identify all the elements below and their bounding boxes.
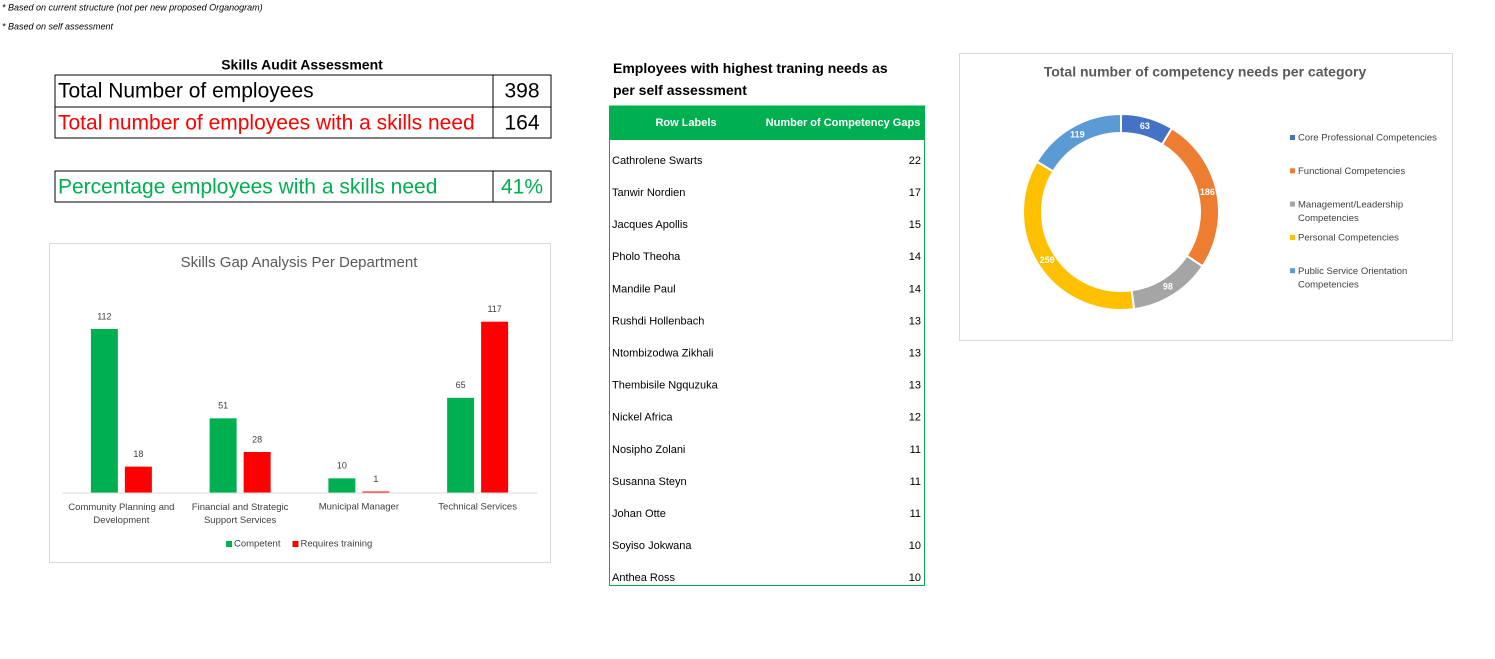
table-cell: 10 bbox=[909, 572, 921, 584]
table-cell: Mandile Paul bbox=[612, 283, 676, 295]
table-header-cell: Number of Competency Gaps bbox=[766, 117, 921, 129]
legend-swatch bbox=[1290, 201, 1295, 207]
donut-slice bbox=[1035, 112, 1122, 173]
table-cell: Tanwir Nordien bbox=[612, 187, 685, 199]
bar bbox=[124, 466, 152, 493]
table-cell: 13 bbox=[909, 315, 921, 327]
bar bbox=[447, 397, 475, 493]
data-label: 10 bbox=[337, 461, 347, 471]
table-cell: 11 bbox=[910, 508, 921, 520]
data-label: 1 bbox=[373, 474, 378, 484]
legend-label: Functional Competencies bbox=[1298, 166, 1405, 177]
legend-label: Public Service Orientation Competencies bbox=[1298, 266, 1407, 291]
table-cell: Soyiso Jokwana bbox=[612, 540, 692, 552]
summary-value: 164 bbox=[504, 112, 539, 135]
legend-swatch bbox=[226, 541, 232, 547]
data-label: 63 bbox=[1140, 121, 1150, 131]
bar bbox=[328, 478, 356, 493]
chart-title: Total number of competency needs per cat… bbox=[1044, 64, 1367, 80]
percentage-box bbox=[54, 170, 552, 203]
table-cell: 14 bbox=[909, 283, 921, 295]
legend-label: Competent bbox=[234, 539, 281, 550]
data-label: 28 bbox=[252, 434, 262, 444]
table-cell: Jacques Apollis bbox=[612, 219, 688, 231]
table-cell: Susanna Steyn bbox=[612, 476, 687, 488]
legend-swatch bbox=[292, 541, 299, 547]
table-cell: Cathrolene Swarts bbox=[612, 155, 703, 167]
legend-swatch bbox=[1290, 234, 1295, 240]
table-cell: Ntombizodwa Zikhali bbox=[612, 348, 713, 360]
table-title: Employees with highest traning needs as p… bbox=[613, 60, 888, 98]
table-cell: Nickel Africa bbox=[612, 412, 673, 424]
legend-swatch bbox=[1290, 268, 1295, 274]
table-cell: Pholo Theoha bbox=[612, 251, 681, 263]
note: * Based on current structure (not per ne… bbox=[2, 2, 263, 12]
table-cell: 15 bbox=[909, 219, 921, 231]
bar bbox=[243, 452, 271, 493]
table-cell: 12 bbox=[909, 412, 921, 424]
summary-title: Skills Audit Assessment bbox=[221, 57, 383, 73]
table-cell: 14 bbox=[909, 251, 921, 263]
percentage-value: 41% bbox=[501, 176, 543, 199]
data-label: 18 bbox=[133, 449, 143, 459]
legend-label: Personal Competencies bbox=[1298, 232, 1399, 243]
data-label: 259 bbox=[1040, 255, 1055, 265]
note: * Based on self assessment bbox=[2, 21, 114, 31]
table-cell: 22 bbox=[909, 155, 921, 167]
table-cell: Anthea Ross bbox=[612, 572, 675, 584]
x-tick-label: Community Planning and Development bbox=[68, 502, 174, 526]
percentage-label: Percentage employees with a skills need bbox=[58, 176, 437, 199]
x-tick-label: Technical Services bbox=[438, 502, 517, 513]
chart-title: Skills Gap Analysis Per Department bbox=[181, 254, 419, 271]
legend-label: Core Professional Competencies bbox=[1298, 133, 1437, 144]
table-cell: Nosipho Zolani bbox=[612, 444, 685, 456]
summary-value: 398 bbox=[504, 80, 539, 103]
table-frame bbox=[609, 105, 925, 586]
bar bbox=[362, 491, 390, 493]
data-label: 112 bbox=[97, 311, 111, 321]
table-header-cell: Row Labels bbox=[655, 117, 716, 129]
table-cell: 13 bbox=[909, 348, 921, 360]
table-cell: 13 bbox=[909, 380, 921, 392]
data-label: 119 bbox=[1070, 129, 1085, 139]
table-cell: Thembisile Ngquzuka bbox=[612, 380, 719, 392]
data-label: 117 bbox=[487, 304, 501, 314]
summary-label: Total number of employees with a skills … bbox=[58, 112, 475, 135]
table-cell: 10 bbox=[909, 540, 921, 552]
bar bbox=[481, 321, 509, 493]
legend-swatch bbox=[1290, 135, 1295, 140]
x-tick-label: Municipal Manager bbox=[319, 502, 399, 513]
data-label: 186 bbox=[1200, 187, 1215, 197]
legend-label: Management/Leadership Competencies bbox=[1298, 199, 1403, 224]
bar bbox=[90, 329, 118, 493]
data-label: 98 bbox=[1163, 281, 1173, 291]
table-cell: 17 bbox=[909, 187, 921, 199]
legend-swatch bbox=[1290, 168, 1295, 174]
data-label: 51 bbox=[218, 401, 228, 411]
data-label: 65 bbox=[456, 380, 466, 390]
table-cell: 11 bbox=[910, 444, 921, 456]
table-cell: 11 bbox=[910, 476, 921, 488]
summary-label: Total Number of employees bbox=[58, 80, 314, 103]
table-cell: Johan Otte bbox=[612, 508, 666, 520]
table-cell: Rushdi Hollenbach bbox=[612, 315, 704, 327]
bar bbox=[209, 418, 237, 493]
x-tick-label: Financial and Strategic Support Services bbox=[192, 502, 289, 526]
table-header bbox=[609, 106, 925, 140]
legend-label: Requires training bbox=[300, 539, 372, 550]
